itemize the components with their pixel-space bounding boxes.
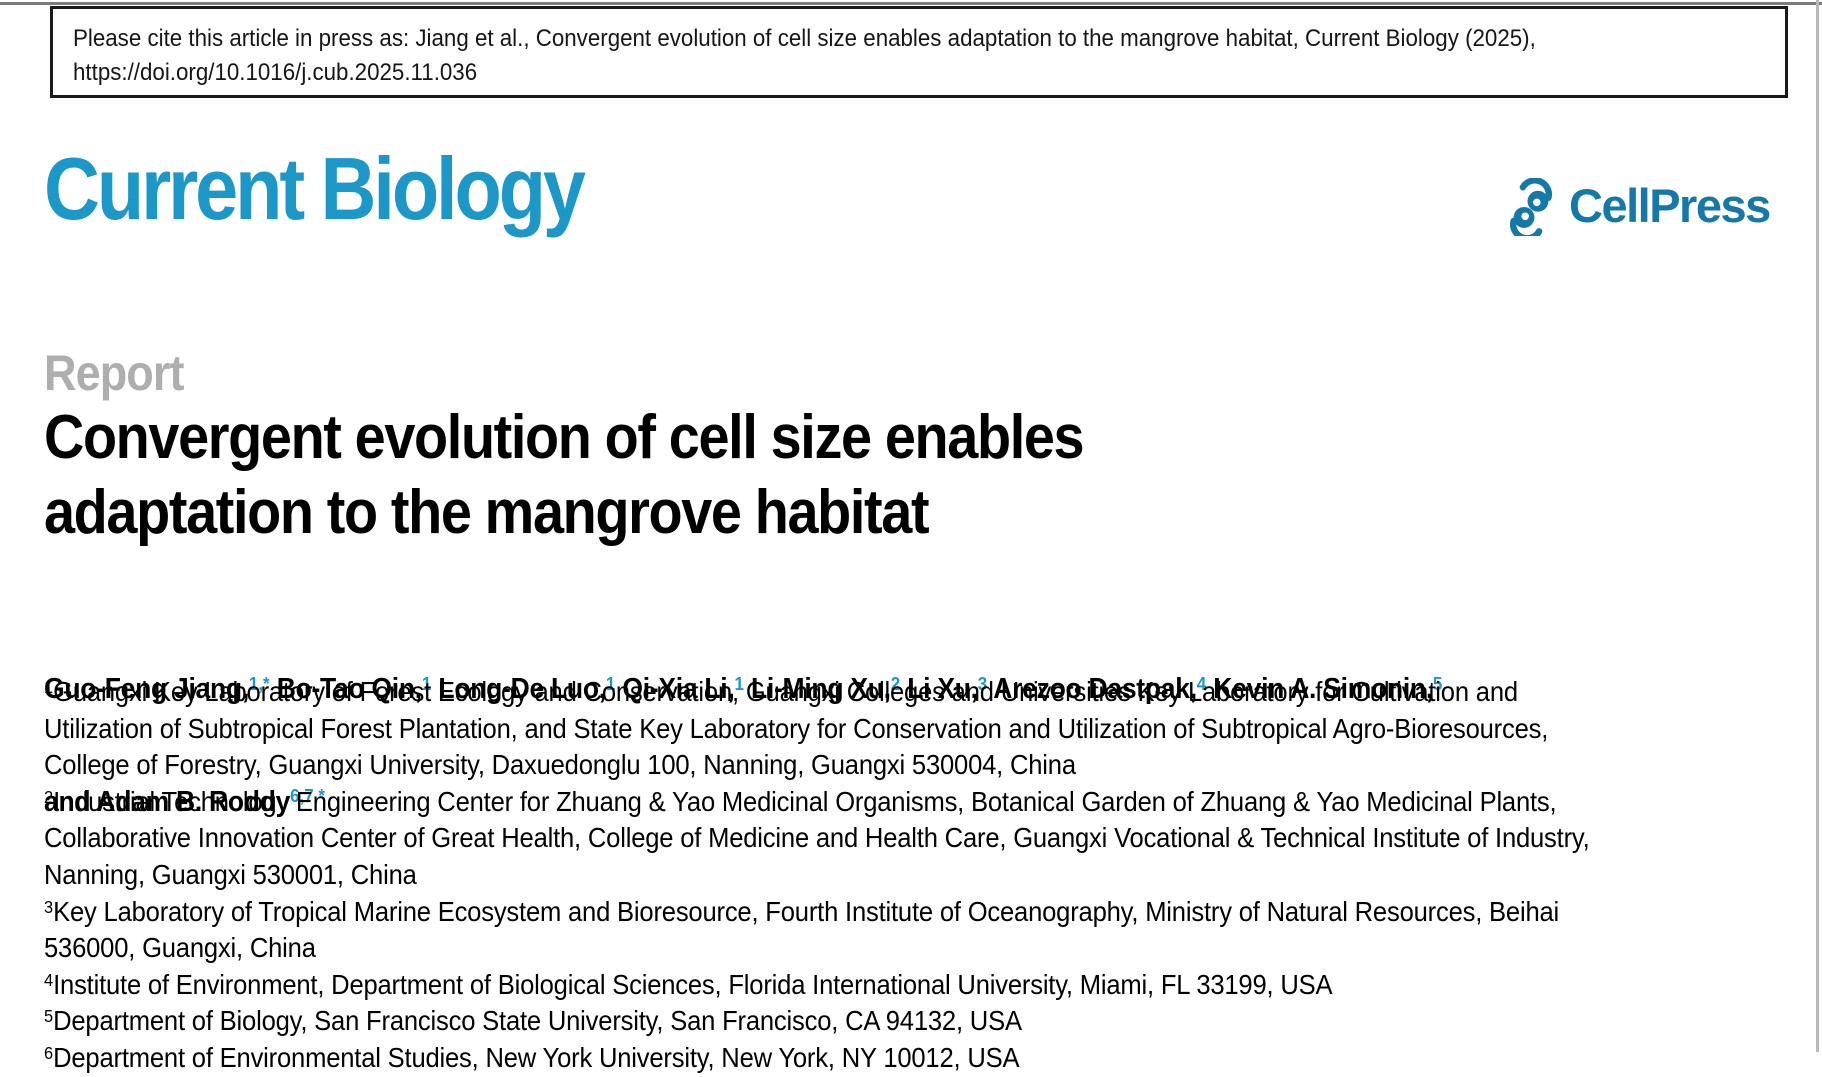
author-name: Qi-Xia Li, [615,673,735,705]
affiliation-line: 4Institute of Environment, Department of… [44,967,1590,1004]
affiliation-line: Nanning, Guangxi 530001, China [44,857,1590,894]
affiliation-line: 536000, Guangxi, China [44,930,1590,967]
author-list: Guo-Feng Jiang,1,* Bo-Tao Qin,1 Long-De … [44,596,1442,896]
affiliation-text: College of Forestry, Guangxi University,… [44,749,1076,781]
affiliation-line: 3Key Laboratory of Tropical Marine Ecosy… [44,894,1590,931]
citation-notice-box: Please cite this article in press as: Ji… [50,6,1788,98]
affiliation-number: 6 [44,1043,54,1064]
affiliation-text: Department of Environmental Studies, New… [53,1041,1020,1073]
journal-logo: Current Biology [44,139,586,238]
affiliation-line: 2Industrial Technology Engineering Cente… [44,784,1590,821]
cellpress-mark-icon [1509,178,1553,236]
publisher-name: CellPress [1569,178,1771,232]
author-affiliation-ref: 6,7,* [290,785,325,807]
affiliation-line: 5Department of Biology, San Francisco St… [44,1003,1590,1040]
author-affiliation-ref: 1 [605,672,616,694]
author-affiliation-ref: 4 [1196,672,1207,694]
affiliation-text: Nanning, Guangxi 530001, China [44,858,417,890]
author-name: Li-Ming Xu, [743,673,891,705]
affiliation-number: 1 [44,677,54,698]
author-affiliation-ref: 1 [421,672,432,694]
page-top-edge [0,2,1822,5]
affiliation-text: 536000, Guangxi, China [44,932,316,964]
affiliation-number: 3 [44,896,54,917]
affiliation-line: Collaborative Innovation Center of Great… [44,820,1590,857]
author-name: Long-De Luo, [431,673,606,705]
page-right-edge [1816,0,1819,1052]
affiliation-number: 5 [44,1006,54,1027]
affiliation-text: Collaborative Innovation Center of Great… [44,822,1590,854]
author-affiliation-ref: 2 [890,672,901,694]
affiliation-line: Utilization of Subtropical Forest Planta… [44,711,1590,748]
affiliation-line: 6Department of Environmental Studies, Ne… [44,1040,1590,1077]
author-line-1: Guo-Feng Jiang,1,* Bo-Tao Qin,1 Long-De … [44,671,1442,709]
author-name: Li Xu, [900,673,978,705]
author-affiliation-ref: 5 [1432,672,1443,694]
article-title-line2: adaptation to the mangrove habitat [44,478,930,547]
affiliation-text: Industrial Technology Engineering Center… [53,785,1557,817]
affiliation-text: Guangxi Key Laboratory of Forest Ecology… [53,676,1518,707]
affiliations: 1Guangxi Key Laboratory of Forest Ecolog… [44,674,1590,1077]
author-affiliation-ref: 3 [977,672,988,694]
affiliation-text: Key Laboratory of Tropical Marine Ecosys… [53,895,1560,927]
author-affiliation-ref: 1 [734,672,744,694]
citation-doi-link[interactable]: https://doi.org/10.1016/j.cub.2025.11.03… [73,59,478,86]
author-name: Kevin A. Simonin, [1206,673,1433,705]
affiliation-number: 4 [44,969,54,990]
affiliation-text: Institute of Environment, Department of … [53,968,1333,1000]
author-name: Bo-Tao Qin, [269,673,422,705]
affiliation-text: Department of Biology, San Francisco Sta… [53,1005,1022,1037]
citation-notice-text: Please cite this article in press as: Ji… [73,25,1536,52]
article-title-line1: Convergent evolution of cell size enable… [44,403,1085,472]
affiliation-line: 1Guangxi Key Laboratory of Forest Ecolog… [44,674,1590,711]
author-name: and Adam B. Roddy [44,785,291,818]
article-title: Convergent evolution of cell size enable… [44,400,1085,550]
author-affiliation-ref: 1,* [248,672,270,694]
affiliation-text: Utilization of Subtropical Forest Planta… [44,712,1549,744]
publisher-logo: CellPress [1502,178,1771,236]
affiliation-number: 2 [44,786,54,807]
article-type-label: Report [44,345,184,401]
affiliation-line: College of Forestry, Guangxi University,… [44,747,1590,784]
author-name: Arezoo Dastpak, [987,673,1197,705]
author-name: Guo-Feng Jiang, [44,673,249,705]
author-line-2: and Adam B. Roddy6,7,* [44,784,1442,822]
